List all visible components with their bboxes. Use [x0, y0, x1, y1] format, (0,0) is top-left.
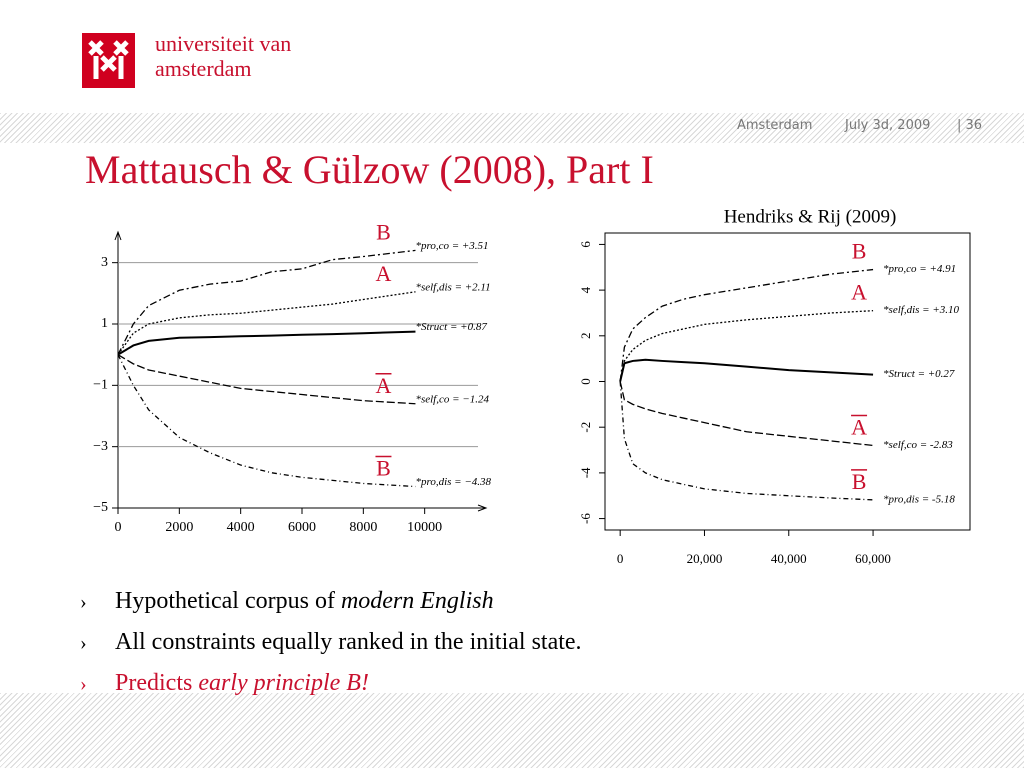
page-number: | 36	[957, 118, 983, 133]
series-letter: A	[376, 373, 392, 398]
series-letter: A	[851, 280, 867, 305]
series-label: *pro,dis = -5.18	[883, 493, 955, 505]
series-line	[117, 354, 416, 405]
y-tick-label: 4	[578, 286, 593, 293]
x-tick-label: 2000	[165, 520, 193, 535]
series-line	[117, 249, 416, 355]
bullet-text: Predicts	[115, 670, 199, 696]
series-line	[619, 381, 874, 501]
series-line	[619, 381, 874, 447]
bullet-em: modern English	[340, 588, 494, 614]
header-band	[0, 113, 1024, 143]
x-tick-label: 8000	[349, 520, 377, 535]
y-tick-label: 2	[578, 333, 593, 340]
series-line	[117, 330, 416, 356]
bullet: › Hypothetical corpus of modern English	[80, 588, 494, 614]
logo-line: universiteit van	[155, 31, 292, 56]
chart-title: Hendriks & Rij (2009)	[724, 206, 897, 227]
y-tick-label: -4	[578, 467, 593, 478]
bullet-text: All constraints equally ranked in the in…	[115, 629, 582, 655]
series-line	[117, 354, 416, 488]
bullet-text: Hypothetical corpus of	[115, 588, 341, 614]
x-tick-label: 6000	[288, 520, 316, 535]
y-tick-label: −1	[93, 378, 108, 393]
y-tick-label: -2	[578, 422, 593, 433]
series-label: *self,co = −1.24	[415, 393, 489, 405]
bullet-em: early principle B!	[198, 670, 369, 696]
plot-frame	[604, 232, 971, 531]
x-tick-label: 20,000	[687, 551, 723, 566]
y-tick-label: −5	[93, 500, 108, 515]
x-tick-label: 0	[617, 551, 624, 566]
y-tick-label: 6	[578, 241, 593, 248]
logo	[82, 33, 135, 88]
series-letter: A	[851, 415, 867, 440]
date: July 3d, 2009	[845, 118, 931, 133]
y-tick-label: −3	[93, 439, 108, 454]
series-label: *self,dis = +2.11	[415, 281, 490, 293]
place: Amsterdam	[737, 118, 813, 133]
logo-text: universiteit van amsterdam	[155, 31, 291, 81]
series-letter: B	[376, 456, 391, 481]
footer-band	[0, 693, 1024, 768]
series-line	[619, 310, 874, 382]
series-label: *self,co = -2.83	[883, 439, 953, 451]
series-line	[117, 291, 416, 356]
bullet: › All constraints equally ranked in the i…	[80, 629, 582, 655]
series-letter: B	[376, 219, 391, 244]
logo-mark	[88, 40, 129, 79]
series-label: *pro,dis = −4.38	[415, 476, 491, 488]
series-label: *pro,co = +3.51	[415, 240, 488, 252]
y-tick-label: -6	[578, 513, 593, 524]
series-letter: B	[852, 239, 867, 264]
x-tick-label: 10000	[407, 520, 442, 535]
series-label: *pro,co = +4.91	[883, 263, 956, 275]
y-axis	[114, 230, 122, 508]
bullet: › Predicts early principle B!	[80, 670, 369, 696]
bullet-list: › Hypothetical corpus of modern English ›…	[80, 588, 582, 711]
series-line	[619, 268, 874, 382]
y-tick-label: 1	[101, 316, 108, 331]
x-tick-label: 40,000	[771, 551, 807, 566]
logo-line: amsterdam	[155, 56, 252, 81]
x-tick-label: 0	[115, 520, 122, 535]
series-letter: A	[376, 261, 392, 286]
x-tick-label: 60,000	[855, 551, 891, 566]
y-tick-label: 3	[101, 255, 108, 270]
series-label: *Struct = +0.27	[883, 368, 955, 380]
series-label: *Struct = +0.87	[415, 321, 487, 333]
slide-title: Mattausch & Gülzow (2008), Part I	[85, 147, 654, 192]
series-label: *self,dis = +3.10	[883, 304, 959, 316]
series-letter: B	[852, 469, 867, 494]
series-line	[619, 358, 874, 382]
x-tick-label: 4000	[227, 520, 255, 535]
y-tick-label: 0	[578, 378, 593, 385]
